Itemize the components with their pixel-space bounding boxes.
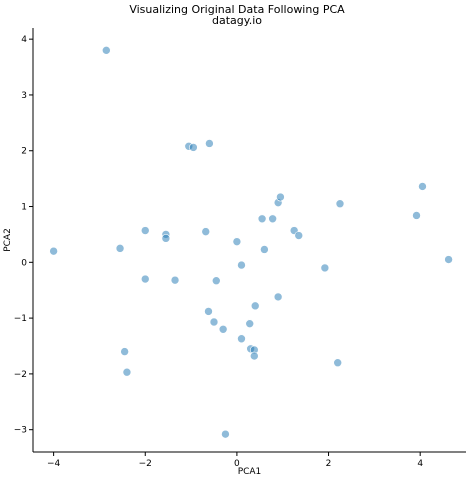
data-point (211, 276, 221, 286)
data-point (115, 244, 125, 253)
data-point (250, 301, 260, 311)
x-axis-label: PCA1 (238, 467, 262, 477)
data-point (120, 347, 129, 356)
data-point (221, 429, 230, 439)
data-point (161, 234, 171, 243)
x-tick-label: 2 (326, 459, 332, 469)
data-point (276, 192, 285, 202)
y-tick-label: −3 (14, 426, 27, 436)
x-tick-label: 4 (417, 459, 423, 469)
y-tick-label: 3 (21, 91, 27, 101)
x-tick-label: −2 (139, 459, 152, 469)
data-point (257, 214, 267, 224)
data-point (218, 324, 228, 334)
y-tick-label: 0 (21, 258, 27, 268)
data-point (49, 246, 58, 256)
data-point (237, 334, 246, 344)
y-axis-label: PCA2 (3, 228, 13, 252)
axes-layer: −4 −2 0 2 4 −3 −2 −1 0 1 2 3 4 (14, 28, 466, 469)
y-tick-label: −2 (14, 370, 27, 380)
data-point (140, 226, 150, 235)
data-point (102, 46, 111, 55)
data-point (140, 274, 150, 284)
data-point (320, 263, 330, 273)
data-point (170, 275, 180, 285)
data-point (294, 231, 304, 240)
data-point (250, 351, 259, 361)
data-point (205, 139, 214, 148)
data-point (209, 317, 219, 327)
chart-subtitle: datagy.io (212, 14, 262, 27)
data-point (189, 143, 198, 152)
y-tick-label: 2 (21, 147, 27, 157)
data-point (418, 182, 427, 191)
data-point (260, 245, 269, 254)
data-point (122, 367, 132, 377)
data-point (245, 319, 255, 328)
data-point (201, 227, 211, 236)
data-point (444, 255, 453, 264)
x-tick-label: 0 (234, 459, 240, 469)
data-point (204, 307, 213, 316)
y-tick-label: 1 (21, 203, 27, 213)
data-point (237, 260, 246, 270)
data-point (232, 237, 242, 246)
data-point (335, 199, 345, 209)
data-point (273, 292, 283, 302)
data-point (333, 358, 343, 368)
chart-title: Visualizing Original Data Following PCA (129, 3, 345, 16)
x-tick-label: −4 (47, 459, 61, 469)
points-layer (49, 46, 453, 439)
y-tick-label: −1 (14, 314, 27, 324)
data-point (412, 211, 421, 220)
data-point (268, 214, 277, 224)
y-tick-label: 4 (21, 35, 27, 45)
